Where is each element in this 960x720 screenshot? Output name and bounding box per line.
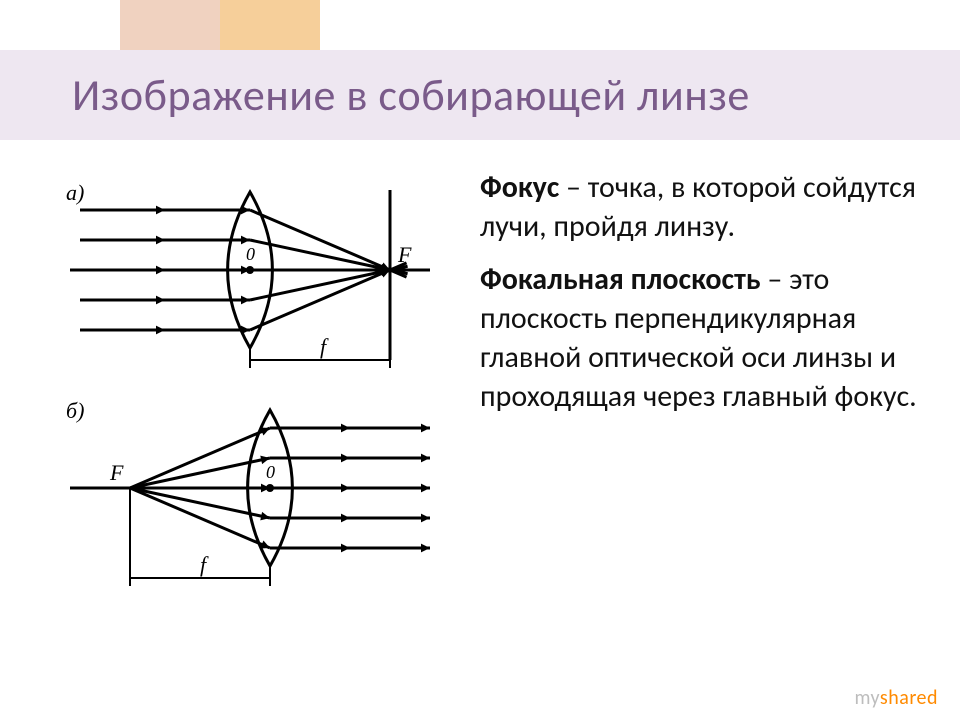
diagram-b: 0 Ff б): [60, 388, 440, 588]
watermark-part-b: shared: [880, 686, 938, 710]
corner-accent-b: [220, 0, 320, 50]
svg-text:F: F: [109, 460, 124, 485]
svg-text:б): б): [66, 398, 84, 423]
svg-text:0: 0: [246, 244, 255, 264]
definition-focus: Фокус – точка, в которой сойдутся лучи, …: [480, 168, 920, 246]
svg-text:F: F: [397, 242, 412, 267]
text-column: Фокус – точка, в которой сойдутся лучи, …: [470, 160, 960, 680]
slide-body: 0 Ff а) 0 Ff б) Фокус – точка, в которой сой…: [0, 160, 960, 680]
diagrams-column: 0 Ff а) 0 Ff б): [0, 160, 470, 680]
watermark-part-a: my: [854, 686, 879, 710]
svg-text:0: 0: [266, 462, 275, 482]
term-focal-plane: Фокальная плоскость: [480, 261, 761, 298]
svg-text:а): а): [66, 180, 84, 205]
corner-accent-a: [120, 0, 220, 50]
title-band: Изображение в собирающей линзе: [0, 50, 960, 140]
diagram-a: 0 Ff а): [60, 170, 440, 370]
svg-text:f: f: [320, 334, 329, 359]
watermark: myshared: [854, 686, 938, 710]
svg-text:f: f: [200, 552, 209, 577]
slide-title: Изображение в собирающей линзе: [72, 68, 750, 122]
definition-focal-plane: Фокальная плоскость – это плоскость перп…: [480, 260, 920, 416]
term-focus: Фокус: [480, 169, 559, 206]
